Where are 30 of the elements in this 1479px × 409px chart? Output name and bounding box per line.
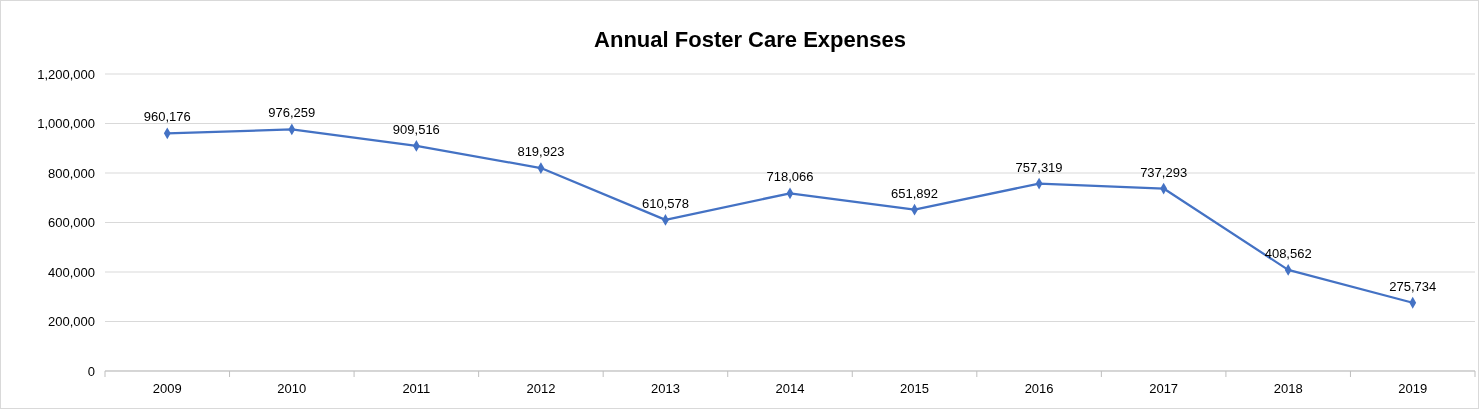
data-label: 819,923 (517, 144, 565, 160)
data-label: 960,176 (143, 109, 191, 125)
x-tick-label: 2016 (1024, 381, 1054, 396)
y-tick-label: 200,000 (48, 314, 95, 330)
chart-title: Annual Foster Care Expenses (594, 27, 906, 52)
data-label: 976,259 (268, 105, 316, 121)
data-label: 909,516 (392, 121, 440, 137)
y-tick-label: 600,000 (48, 215, 95, 231)
y-tick-label: 0 (87, 363, 95, 379)
data-label: 718,066 (766, 169, 814, 185)
data-label: 610,578 (641, 195, 689, 211)
x-tick-label: 2015 (900, 381, 930, 396)
y-tick-label: 1,200,000 (37, 66, 95, 82)
x-tick-label: 2010 (277, 381, 307, 396)
x-tick-label: 2013 (650, 381, 680, 396)
data-label: 757,319 (1015, 159, 1063, 175)
x-tick-label: 2019 (1398, 381, 1428, 396)
y-tick-label: 400,000 (48, 264, 95, 280)
y-tick-label: 1,000,000 (37, 116, 95, 132)
x-tick-label: 2012 (526, 381, 556, 396)
y-tick-label: 800,000 (48, 165, 95, 181)
x-tick-label: 2017 (1149, 381, 1179, 396)
x-tick-label: 2018 (1273, 381, 1303, 396)
x-tick-label: 2011 (402, 381, 431, 396)
data-label: 651,892 (891, 185, 939, 201)
x-tick-label: 2009 (152, 381, 182, 396)
data-label: 408,562 (1264, 245, 1312, 261)
data-label: 275,734 (1389, 278, 1437, 294)
data-label: 737,293 (1140, 164, 1188, 180)
x-tick-label: 2014 (775, 381, 805, 396)
